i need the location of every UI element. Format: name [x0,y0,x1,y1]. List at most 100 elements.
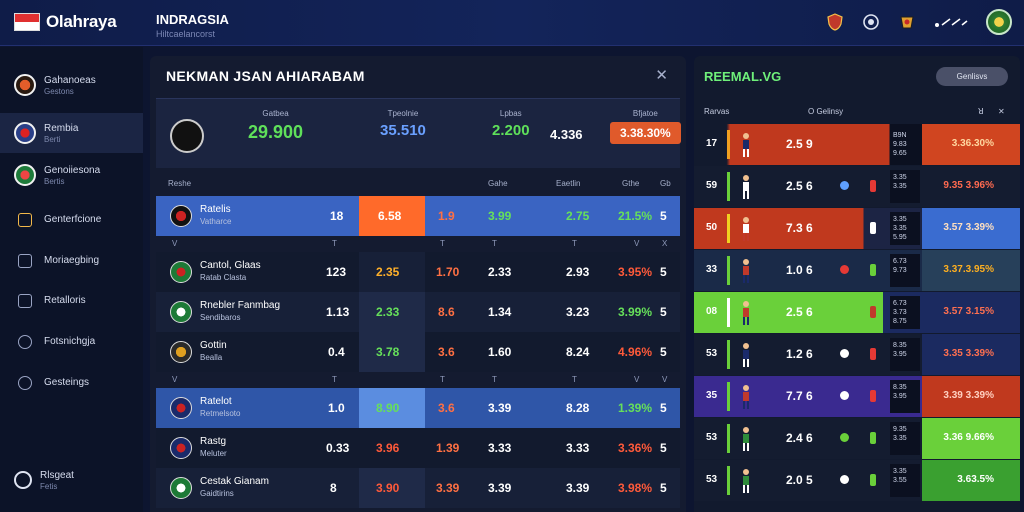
sidebar-item-7[interactable]: Fotsnichgja [0,322,143,362]
card-marker [870,432,876,444]
cell: 2.33 [488,265,512,279]
table-row[interactable]: Cestak Gianam Gaidtirins 8 3.90 3.39 3.3… [156,468,680,508]
odds-cell[interactable] [359,292,425,332]
mini-stats: 8.35 3.95 [890,338,920,371]
column-header[interactable]: Reshe [168,179,192,188]
column-header[interactable]: O Gelinsy [808,107,844,116]
sidebar-item-4[interactable]: Genterfcione [0,200,143,240]
sidebar-item-6[interactable]: Retalloris [0,281,143,321]
summary-value: 29.900 [248,122,304,142]
cell: 3.95% [618,265,653,279]
odds-cell[interactable] [359,332,425,372]
table-row[interactable]: Ratelot Retmelsoto 1.0 8.90 3.6 3.39 8.2… [156,388,680,428]
right-panel-title: REEMAL.VG [704,69,782,84]
summary-cell-3: Lpbas 2.200 [492,109,530,139]
league-badge-icon [14,164,36,186]
badge-icon[interactable] [898,13,916,31]
sidebar-item-label: Gahanoeas [44,74,96,86]
ranking-row[interactable]: 53 2.4 6 9.35 3.35 3.36 9.66% [694,418,1020,459]
calendar-icon [18,254,32,268]
ranking-row[interactable]: 59 2.5 6 3.35 3.35 9.35 3.96% [694,166,1020,207]
ranking-row[interactable]: 53 1.2 6 8.35 3.95 3.35 3.39% [694,334,1020,375]
mini-stats: 3.35 3.35 [890,170,920,203]
rank-value: 2.5 6 [786,179,813,193]
ranking-row[interactable]: 50 7.3 6 3.35 3.35 5.95 3.57 3.39% [694,208,1020,249]
cell: 0.33 [326,441,350,455]
odds-cell-highlight[interactable] [359,388,425,428]
rank-number: 53 [706,432,718,443]
column-header[interactable]: Eaetlin [556,179,581,188]
player-icon [743,427,749,451]
close-icon[interactable]: ✕ [655,67,668,84]
cell: 2.35 [376,265,400,279]
rank-value: 7.7 6 [786,389,813,403]
rank-value: 7.3 6 [786,221,813,235]
ranking-row[interactable]: 35 7.7 6 8.35 3.95 3.39 3.39% [694,376,1020,417]
brand[interactable]: Olahraya [14,12,117,32]
player-icon [743,175,749,199]
cell: 8.28 [566,401,590,415]
sidebar-item-sub: Bertis [44,176,65,186]
user-avatar[interactable] [986,9,1012,35]
right-header: Rarvas O Gelinsy ꓤ ✕ [700,104,1014,122]
sidebar-item-3[interactable]: Genoiiesona Bertis [0,155,143,195]
cell: 3.33 [566,441,590,455]
column-header[interactable]: Gb [660,179,671,188]
sidebar-item-1[interactable]: Gahanoeas Gestons [0,65,143,105]
sidebar-item-8[interactable]: Gesteings [0,363,143,403]
rank-percent: 3.63.5% [957,474,994,485]
mini-stats: 3.35 3.35 5.95 [890,212,920,245]
rank-percent: 9.35 3.96% [943,180,994,191]
settings-icon[interactable] [862,13,880,31]
sidebar-item-2[interactable]: Rembia Berti [0,113,143,153]
top-bar: Olahraya INDRAGSIA Hiltcaelancorst [0,0,1024,46]
table-row[interactable]: Rnebler Fanmbag Sendibaros 1.13 2.33 8.6… [156,292,680,332]
column-header[interactable]: Gthe [622,179,640,188]
team-subtitle: Sendibaros [200,313,241,322]
summary-label: Bfjatoe [632,109,658,118]
card-marker [870,474,876,486]
summary-badge[interactable]: 3.38.30% [610,122,681,144]
cell: 3.6 [438,401,455,415]
cell: 5 [660,305,667,319]
ranking-row[interactable]: 33 1.0 6 6.73 9.73 3.37.3.95% [694,250,1020,291]
table-row[interactable]: Gottin Bealla 0.4 3.78 3.6 1.60 8.24 4.9… [156,332,680,372]
cell: 3.23 [566,305,590,319]
rank-percent: 3.37.3.95% [943,264,994,275]
ranking-row[interactable]: 17 2.5 9 B9N 9.83 9.65 3.36.30% [694,124,1020,165]
odds-cell[interactable] [359,428,425,468]
column-header[interactable]: Gahe [488,179,508,188]
odds-cell[interactable] [359,468,425,508]
cell: 8.24 [566,345,590,359]
brand-name: Olahraya [46,12,117,31]
mini-stats: 8.35 3.95 [890,380,920,413]
filter-button[interactable]: Genlisvs [936,67,1008,86]
rank-value: 2.5 6 [786,305,813,319]
notification-icon[interactable] [934,13,968,31]
summary-label: Gatbea [262,109,289,118]
sidebar-footer[interactable]: Rlsgeat Fetis [0,460,143,500]
table-row[interactable]: Ratelis Vatharce 18 6.58 1.9 3.99 2.75 2… [156,196,680,236]
ranking-row[interactable]: 53 2.0 5 3.35 3.55 3.63.5% [694,460,1020,501]
status-dot [840,433,849,442]
odds-cell-highlight[interactable] [359,196,425,236]
cell: 8.90 [376,401,400,415]
odds-cell[interactable] [359,252,425,292]
sidebar-item-5[interactable]: Moriaegbing [0,241,143,281]
ranking-row[interactable]: 08 2.5 6 6.73 3.73 8.75 3.57 3.15% [694,292,1020,333]
rank-number: 53 [706,474,718,485]
rank-number: 59 [706,180,718,191]
column-header[interactable]: ꓤ [978,107,984,116]
team-name: Rastg [200,436,227,447]
summary-cell-4: 4.336 [550,123,583,142]
cell: 3.99% [618,305,653,319]
table-row[interactable]: Rastg Meluter 0.33 3.96 1.39 3.33 3.33 3… [156,428,680,468]
column-header[interactable]: Rarvas [704,107,730,116]
shield-icon[interactable] [826,13,844,31]
close-icon[interactable]: ✕ [998,107,1005,116]
cell: 4.96% [618,345,653,359]
rank-number: 35 [706,390,718,401]
table-row[interactable]: Cantol, Glaas Ratab Clasta 123 2.35 1.70… [156,252,680,292]
cell: 18 [330,209,344,223]
